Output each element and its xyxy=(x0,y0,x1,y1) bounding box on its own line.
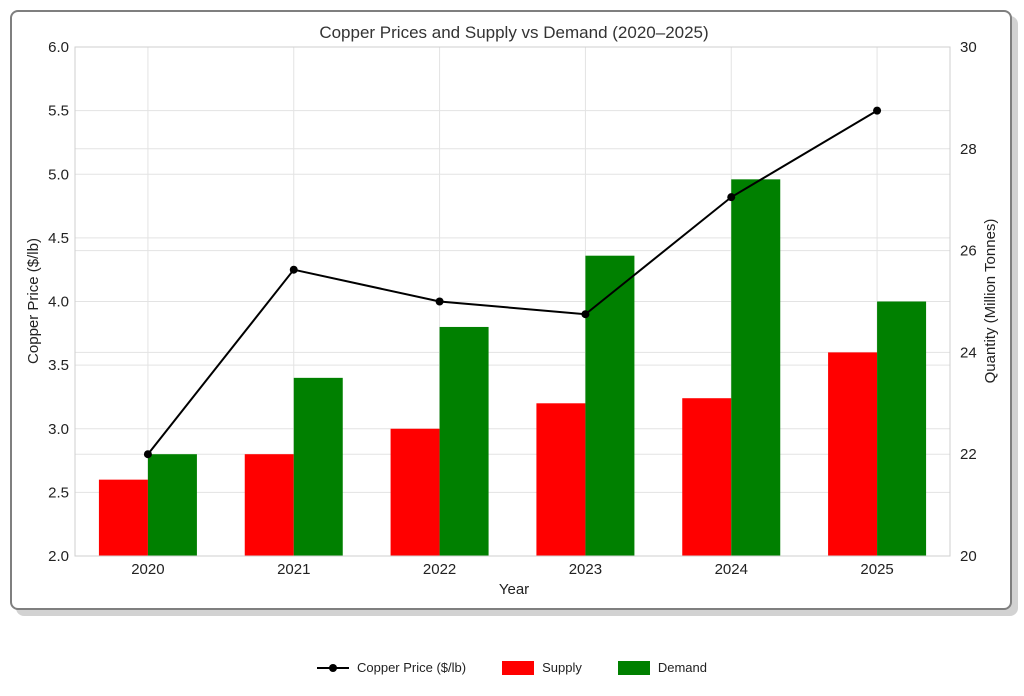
x-tick-label: 2022 xyxy=(423,561,456,578)
y-tick-label-left: 5.5 xyxy=(48,103,69,120)
y-tick-label-left: 4.5 xyxy=(48,230,69,247)
legend-swatch xyxy=(617,660,650,675)
price-point xyxy=(143,450,152,459)
legend-label: Copper Price ($/lb) xyxy=(357,660,467,675)
y-tick-label-left: 2.5 xyxy=(48,484,69,501)
y-tick-label-right: 30 xyxy=(960,39,977,56)
supply-bar xyxy=(390,428,440,556)
plot-frame xyxy=(74,46,951,557)
demand-bar xyxy=(439,326,489,556)
legend: Copper Price ($/lb) Supply Demand xyxy=(0,660,1024,675)
demand-bar xyxy=(293,377,343,556)
y-tick-label-left: 6.0 xyxy=(48,39,69,56)
legend-swatch xyxy=(502,660,535,675)
price-point xyxy=(727,193,736,202)
y-tick-label-left: 3.5 xyxy=(48,357,69,374)
y-tick-label-right: 20 xyxy=(960,548,977,565)
y-tick-label-left: 5.0 xyxy=(48,166,69,183)
legend-item: Copper Price ($/lb) xyxy=(317,660,466,675)
x-tick-label: 2024 xyxy=(715,561,748,578)
supply-bar xyxy=(682,398,732,556)
price-point xyxy=(435,297,444,306)
y-axis-label-right: Quantity (Million Tonnes) xyxy=(982,219,999,384)
demand-bar xyxy=(147,454,197,556)
supply-bar xyxy=(828,352,878,556)
y-tick-label-left: 3.0 xyxy=(48,421,69,438)
legend-item: Demand xyxy=(617,660,707,675)
legend-item: Supply xyxy=(502,660,582,675)
supply-bar xyxy=(536,403,586,556)
y-tick-label-right: 24 xyxy=(960,344,977,361)
y-tick-label-right: 26 xyxy=(960,243,977,260)
demand-bar xyxy=(585,255,635,556)
legend-label: Supply xyxy=(542,660,582,675)
x-tick-label: 2021 xyxy=(277,561,310,578)
y-tick-label-left: 4.0 xyxy=(48,294,69,311)
y-tick-label-right: 22 xyxy=(960,446,977,463)
demand-bar xyxy=(877,301,927,556)
y-tick-label-left: 2.0 xyxy=(48,548,69,565)
chart-title: Copper Prices and Supply vs Demand (2020… xyxy=(319,23,708,42)
legend-swatch xyxy=(317,663,349,672)
x-tick-label: 2025 xyxy=(860,561,893,578)
demand-bar xyxy=(731,179,781,556)
chart-svg: Copper Prices and Supply vs Demand (2020… xyxy=(25,23,999,598)
price-line xyxy=(147,109,878,455)
x-axis-label: Year xyxy=(499,581,529,598)
price-point xyxy=(873,106,882,115)
legend-label: Demand xyxy=(657,660,707,675)
y-axis-label-left: Copper Price ($/lb) xyxy=(25,238,42,364)
price-point xyxy=(289,265,298,274)
x-tick-label: 2020 xyxy=(131,561,164,578)
supply-bar xyxy=(244,454,294,556)
y-tick-label-right: 28 xyxy=(960,141,977,158)
supply-bar xyxy=(98,479,148,556)
price-point xyxy=(581,310,590,319)
x-tick-label: 2023 xyxy=(569,561,602,578)
